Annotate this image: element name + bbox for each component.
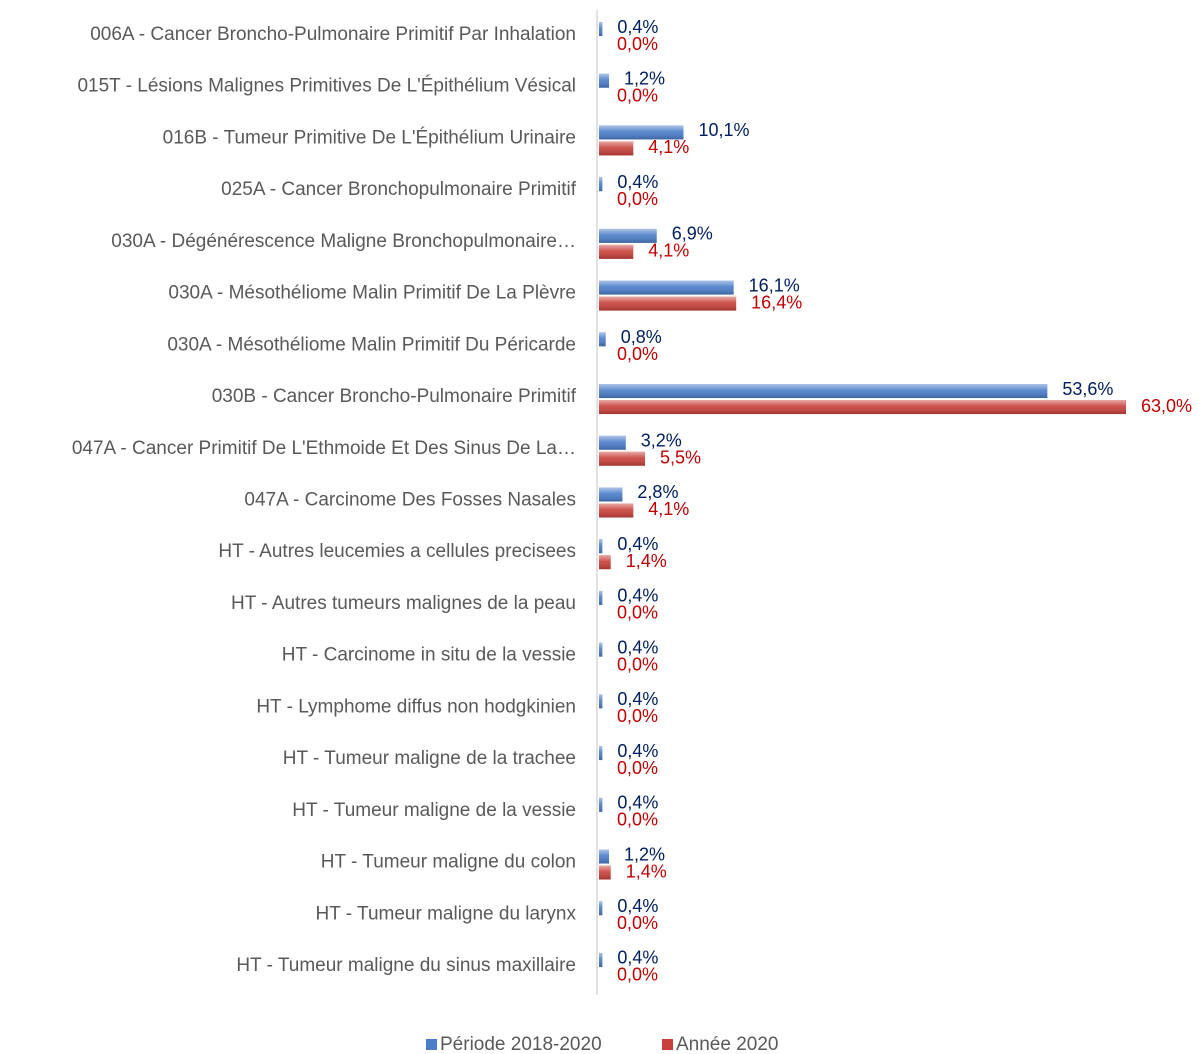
- value-label: 53,6%: [1062, 379, 1113, 399]
- value-label: 0,0%: [617, 758, 658, 778]
- value-label: 16,1%: [749, 275, 800, 295]
- value-label: 0,4%: [617, 948, 658, 968]
- bar-shine: [599, 73, 610, 88]
- bar-shine: [599, 451, 646, 466]
- category-label: 006A - Cancer Broncho-Pulmonaire Primiti…: [90, 24, 576, 45]
- value-label: 4,1%: [648, 499, 689, 519]
- value-label: 4,1%: [648, 241, 689, 261]
- value-label: 0,4%: [617, 172, 658, 192]
- bar-shine: [599, 141, 634, 156]
- bar-shine: [599, 435, 626, 450]
- bar-shine: [599, 177, 603, 192]
- legend-label: Période 2018-2020: [440, 1034, 602, 1054]
- category-label: 016B - Tumeur Primitive De L'Épithélium …: [163, 127, 576, 148]
- category-label: 030A - Dégénérescence Maligne Bronchopul…: [111, 231, 576, 252]
- bar-shine: [599, 228, 657, 243]
- bar-shine: [599, 555, 611, 570]
- value-label: 0,4%: [617, 741, 658, 761]
- value-label: 0,4%: [617, 689, 658, 709]
- category-label: HT - Tumeur maligne du colon: [321, 852, 576, 873]
- bar-shine: [599, 332, 606, 347]
- value-label: 0,8%: [621, 327, 662, 347]
- value-label: 0,4%: [617, 793, 658, 813]
- bar-shine: [599, 642, 603, 657]
- category-label: HT - Tumeur maligne de la vessie: [292, 800, 576, 821]
- bar-shine: [599, 400, 1126, 415]
- bar-shine: [599, 487, 623, 502]
- value-label: 0,4%: [617, 896, 658, 916]
- legend-label: Année 2020: [676, 1034, 779, 1054]
- bar-shine: [599, 849, 610, 864]
- category-label: 047A - Cancer Primitif De L'Ethmoide Et …: [72, 438, 576, 459]
- value-label: 0,0%: [617, 344, 658, 364]
- category-label: HT - Tumeur maligne du larynx: [316, 903, 577, 924]
- bar-shine: [599, 590, 603, 605]
- value-label: 1,2%: [624, 844, 665, 864]
- value-label: 0,0%: [617, 603, 658, 623]
- bar-shine: [599, 797, 603, 812]
- bar-shine: [599, 244, 634, 259]
- value-label: 0,0%: [617, 34, 658, 54]
- bar-shine: [599, 746, 603, 761]
- category-label: HT - Autres tumeurs malignes de la peau: [231, 593, 576, 614]
- value-label: 2,8%: [637, 482, 678, 502]
- value-label: 0,0%: [617, 189, 658, 209]
- value-label: 3,2%: [641, 431, 682, 451]
- bar-shine: [599, 503, 634, 518]
- category-label: 047A - Carcinome Des Fosses Nasales: [244, 489, 576, 510]
- value-label: 4,1%: [648, 137, 689, 157]
- category-label: HT - Autres leucemies a cellules precise…: [218, 541, 576, 562]
- value-label: 0,4%: [617, 534, 658, 554]
- bar-shine: [599, 280, 734, 295]
- category-label: HT - Carcinome in situ de la vessie: [282, 645, 576, 666]
- category-label: 030B - Cancer Broncho-Pulmonaire Primiti…: [212, 386, 577, 407]
- value-label: 5,5%: [660, 448, 701, 468]
- bar-shine: [599, 539, 603, 554]
- value-label: 0,0%: [617, 913, 658, 933]
- bar-shine: [599, 125, 684, 140]
- bar-shine: [599, 694, 603, 709]
- bar-shine: [599, 384, 1048, 399]
- value-label: 0,0%: [617, 85, 658, 105]
- value-label: 63,0%: [1141, 396, 1192, 416]
- value-label: 0,4%: [617, 586, 658, 606]
- legend-swatch: [662, 1039, 673, 1050]
- category-label: 025A - Cancer Bronchopulmonaire Primitif: [221, 179, 577, 200]
- category-label: 030A - Mésothéliome Malin Primitif De La…: [168, 283, 576, 304]
- value-label: 0,0%: [617, 654, 658, 674]
- category-label: HT - Lymphome diffus non hodgkinien: [256, 696, 576, 717]
- category-label: 015T - Lésions Malignes Primitives De L'…: [77, 76, 576, 97]
- bar-shine: [599, 865, 611, 880]
- value-label: 16,4%: [751, 292, 802, 312]
- value-label: 0,0%: [617, 810, 658, 830]
- bar-shine: [599, 952, 603, 967]
- category-label: HT - Tumeur maligne du sinus maxillaire: [236, 955, 576, 976]
- bar-shine: [599, 296, 737, 311]
- category-label: HT - Tumeur maligne de la trachee: [283, 748, 576, 769]
- bar-shine: [599, 901, 603, 916]
- value-label: 1,4%: [626, 551, 667, 571]
- category-label: 030A - Mésothéliome Malin Primitif Du Pé…: [167, 334, 576, 355]
- legend-swatch: [426, 1039, 437, 1050]
- value-label: 0,0%: [617, 965, 658, 985]
- bar-shine: [599, 22, 603, 36]
- value-label: 0,4%: [617, 637, 658, 657]
- value-label: 10,1%: [698, 120, 749, 140]
- value-label: 1,2%: [624, 68, 665, 88]
- value-label: 0,4%: [617, 17, 658, 37]
- value-label: 1,4%: [626, 861, 667, 881]
- value-label: 6,9%: [672, 224, 713, 244]
- value-label: 0,0%: [617, 706, 658, 726]
